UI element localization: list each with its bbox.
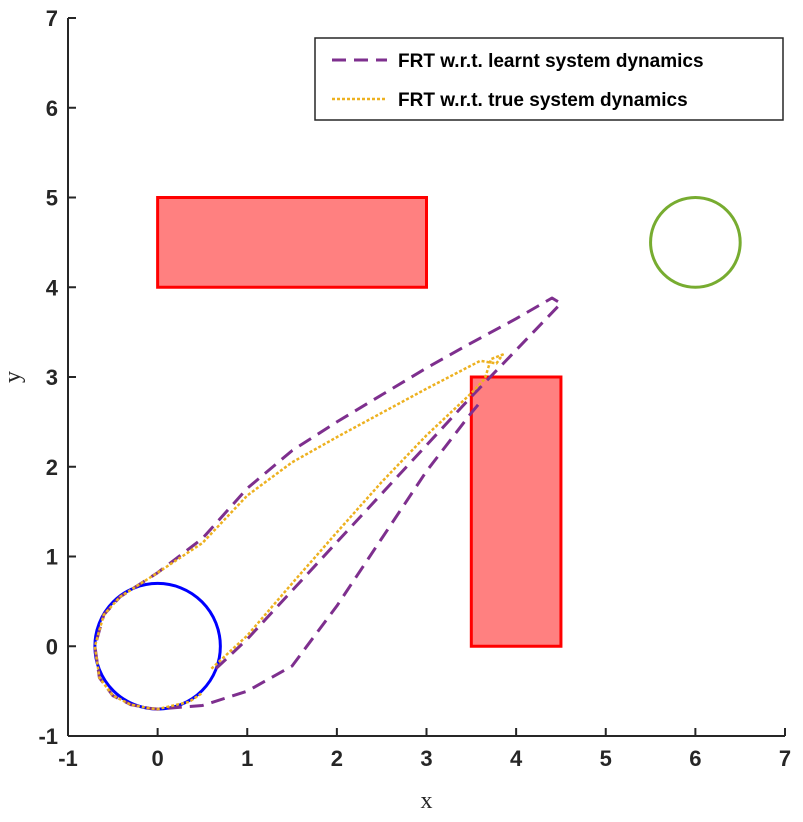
y-tick-label: 6	[46, 96, 58, 121]
y-tick-label: 0	[46, 634, 58, 659]
x-tick-label: 1	[241, 746, 253, 771]
legend-box	[314, 37, 784, 121]
y-tick-label: 5	[46, 186, 58, 211]
legend-label-1: FRT w.r.t. learnt system dynamics	[398, 51, 704, 72]
y-tick-label: -1	[38, 724, 58, 749]
legend: FRT w.r.t. learnt system dynamics FRT w.r…	[314, 37, 784, 121]
x-tick-label: 6	[689, 746, 701, 771]
x-tick-label: 3	[420, 746, 432, 771]
goal-region	[649, 196, 742, 289]
obstacle-2	[469, 375, 563, 648]
y-tick-label: 2	[46, 455, 58, 480]
x-tick-label: 5	[600, 746, 612, 771]
x-axis-label: x	[421, 788, 433, 814]
series-layer	[93, 296, 563, 711]
x-tick-label: 0	[152, 746, 164, 771]
x-tick-label: 2	[331, 746, 343, 771]
x-tick-label: 4	[510, 746, 523, 771]
x-tick-label: -1	[58, 746, 78, 771]
x-tick-label: 7	[779, 746, 791, 771]
y-tick-label: 4	[46, 275, 59, 300]
axes-layer: -1 0 1 2 3 4 5 6 7 -1 0 1 2 3 4 5 6 7 x y	[0, 6, 791, 814]
legend-label-2: FRT w.r.t. true system dynamics	[398, 90, 688, 111]
series-line-1	[93, 296, 563, 711]
y-axis-label: y	[0, 371, 26, 383]
obstacle-1	[156, 196, 428, 289]
series-line-2	[93, 353, 504, 711]
y-tick-label: 3	[46, 365, 58, 390]
regions-layer	[93, 196, 742, 711]
y-tick-label: 7	[46, 6, 58, 31]
y-tick-label: 1	[46, 545, 58, 570]
